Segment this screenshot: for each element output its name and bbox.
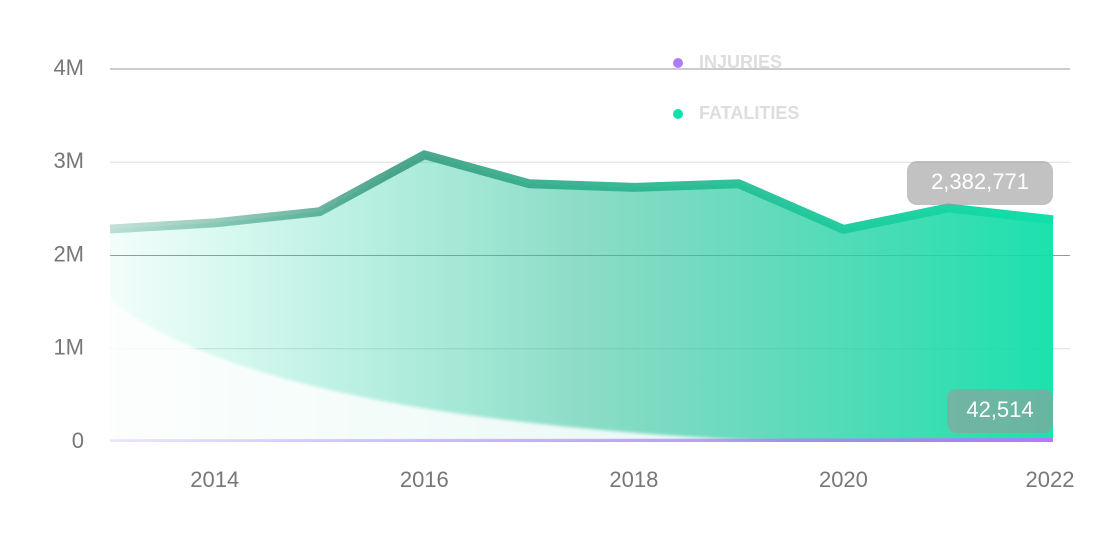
legend-marker bbox=[673, 58, 683, 68]
legend-marker bbox=[673, 109, 683, 119]
legend-label: FATALITIES bbox=[699, 103, 799, 123]
line bbox=[109, 150, 1054, 234]
area-fade bbox=[110, 300, 790, 442]
y-tick-label: 4M bbox=[53, 55, 84, 80]
value-label: 2,382,771 bbox=[931, 169, 1029, 194]
x-tick-label: 2020 bbox=[819, 467, 868, 492]
x-tick-label: 2022 bbox=[1026, 467, 1075, 492]
y-tick-label: 3M bbox=[53, 148, 84, 173]
area bbox=[110, 154, 1053, 443]
y-tick-label: 2M bbox=[53, 241, 84, 266]
y-tick-label: 0 bbox=[72, 428, 84, 453]
value-label-box bbox=[947, 389, 1053, 433]
value-label: 42,514 bbox=[966, 397, 1033, 422]
x-tick-label: 2018 bbox=[609, 467, 658, 492]
x-tick-label: 2016 bbox=[400, 467, 449, 492]
legend-label: INJURIES bbox=[699, 52, 782, 72]
value-label-box bbox=[907, 161, 1053, 205]
x-tick-label: 2014 bbox=[190, 467, 239, 492]
area bbox=[110, 438, 1053, 442]
y-tick-label: 1M bbox=[53, 335, 84, 360]
